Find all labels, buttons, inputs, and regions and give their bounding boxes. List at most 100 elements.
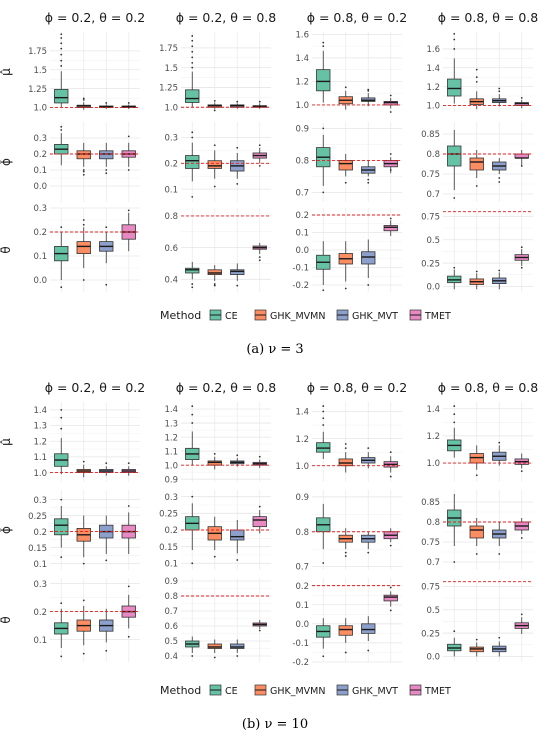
box-CE (54, 125, 69, 166)
outlier-point (258, 100, 261, 103)
box-CE (185, 261, 200, 289)
outlier-point (520, 266, 523, 269)
box-TMET (383, 217, 398, 236)
box-iqr (447, 145, 462, 167)
y-tick-label: 0.15 (28, 544, 47, 554)
box-iqr (361, 251, 376, 265)
boxplot-figure-2: ϕ = 0.2, θ = 0.2 ϕ = 0.2, θ = 0.8 ϕ = 0.8,… (0, 380, 538, 732)
outlier-point (213, 453, 216, 455)
panel: 0.4 0.5 0.6 0.7 0.8 0.9 (164, 577, 271, 662)
box-TMET (514, 96, 529, 109)
panel: 0.0 0.25 0.5 0.75 (421, 208, 533, 293)
y-tick-label: 0.8 (295, 157, 309, 167)
y-tick-label: 1.6 (295, 31, 309, 41)
outlier-point (453, 630, 456, 633)
y-tick-label: 0.3 (164, 493, 178, 503)
y-tick-label: 0.25 (28, 512, 47, 522)
outlier-point (344, 181, 347, 184)
y-tick-label: 0.5 (426, 606, 440, 616)
y-tick-label: 0.0 (295, 246, 309, 256)
outlier-point (389, 451, 392, 454)
box-iqr (76, 150, 91, 160)
outlier-point (82, 170, 85, 173)
legend-entry-GHK_MVMN: GHK_MVMN (254, 309, 325, 322)
y-tick-label: 0.85 (421, 498, 440, 508)
y-tick-label: 0.25 (421, 259, 440, 269)
outlier-point (191, 655, 194, 657)
y-tick-label: 0.3 (33, 134, 47, 144)
y-tick-label: 0.75 (421, 213, 440, 223)
outlier-point (236, 183, 239, 185)
panel-background (312, 578, 402, 662)
outlier-point (60, 53, 63, 56)
box-iqr (185, 155, 200, 169)
outlier-point (389, 475, 392, 478)
outlier-point (105, 559, 108, 562)
y-tick-label: 0.1 (164, 185, 178, 195)
panel: 0.9 1.0 1.1 1.2 1.3 1.4 (164, 402, 271, 485)
box-GHK_MVMN (76, 142, 91, 176)
y-tick-label: 0.2 (164, 159, 178, 169)
box-iqr (230, 643, 245, 649)
outlier-point (127, 209, 130, 212)
outlier-point (258, 629, 261, 632)
legend-entry-GHK_MVT: GHK_MVT (336, 309, 398, 322)
outlier-point (127, 585, 130, 588)
y-tick-label: 0.6 (164, 244, 178, 254)
box-GHK_MVT (361, 616, 376, 652)
outlier-point (498, 553, 501, 555)
panel: 0.7 0.75 0.8 0.85 (421, 490, 533, 570)
outlier-point (236, 454, 239, 457)
box-GHK_MVMN (469, 68, 484, 110)
box-GHK_MVMN (76, 460, 91, 478)
outlier-point (367, 551, 370, 554)
outlier-point (389, 586, 392, 589)
y-tick-label: 1.2 (426, 432, 440, 442)
box-CE (185, 495, 200, 565)
box-iqr (207, 460, 222, 466)
outlier-point (322, 405, 325, 407)
column-title: ϕ = 0.8, θ = 0.2 (307, 10, 407, 25)
outlier-point (475, 474, 478, 477)
y-tick-label: 0.1 (33, 166, 47, 176)
outlier-point (498, 177, 501, 179)
outlier-point (475, 553, 478, 555)
outlier-point (367, 181, 370, 184)
outlier-point (127, 505, 130, 507)
box-CE (54, 226, 69, 289)
row-label: μ̂ (0, 438, 13, 446)
y-tick-label: 0.8 (164, 592, 178, 602)
y-tick-label: 0.7 (426, 558, 440, 568)
legend-title: Method (160, 684, 201, 697)
outlier-point (191, 405, 194, 408)
outlier-point (389, 94, 392, 97)
box-CE (316, 241, 331, 292)
box-iqr (338, 159, 353, 171)
column-title: ϕ = 0.2, θ = 0.8 (176, 380, 276, 395)
panel-background (50, 578, 140, 662)
box-GHK_MVMN (338, 86, 353, 110)
y-tick-label: 0.0 (33, 276, 47, 286)
outlier-point (475, 76, 478, 79)
outlier-point (191, 195, 194, 198)
outlier-point (191, 61, 194, 64)
box-GHK_MVMN (338, 618, 353, 654)
box-GHK_MVT (361, 531, 376, 554)
box-CE (447, 266, 462, 290)
outlier-point (127, 462, 130, 465)
outlier-point (344, 447, 347, 450)
box-CE (316, 405, 331, 459)
box-iqr (447, 78, 462, 97)
outlier-point (367, 649, 370, 652)
box-TMET (252, 620, 267, 632)
box-TMET (383, 586, 398, 612)
outlier-point (60, 556, 63, 559)
box-TMET (252, 242, 267, 262)
box-iqr (469, 157, 484, 171)
panel-background (181, 402, 271, 482)
outlier-point (82, 169, 85, 171)
y-tick-label: 1.2 (295, 78, 309, 88)
outlier-point (322, 191, 325, 194)
outlier-point (191, 286, 194, 289)
panel-background (181, 208, 271, 292)
